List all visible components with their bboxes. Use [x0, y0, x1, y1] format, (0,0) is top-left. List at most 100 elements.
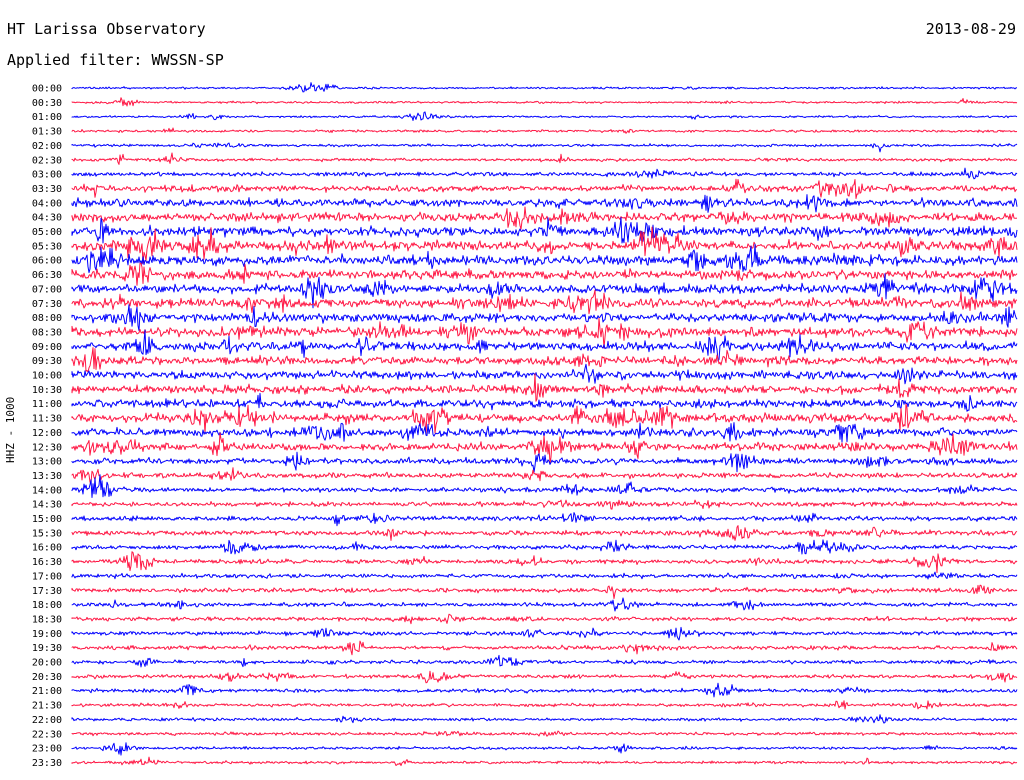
time-label: 03:00 [32, 170, 62, 181]
time-label: 01:00 [32, 112, 62, 123]
trace-row-0900 [71, 329, 1018, 362]
trace-row-0930 [71, 347, 1018, 373]
time-label: 22:00 [32, 715, 62, 726]
trace-row-1400 [71, 474, 1017, 498]
trace-row-1230 [71, 432, 1018, 465]
time-label: 11:00 [32, 399, 62, 410]
filter-label: Applied filter: WWSSN-SP [7, 51, 224, 69]
trace-row-0300 [71, 167, 1018, 180]
trace-row-0430 [71, 206, 1018, 230]
date-label: 2013-08-29 [925, 20, 1016, 38]
time-label: 06:00 [32, 256, 62, 267]
time-label: 19:30 [32, 643, 62, 654]
time-label: 17:30 [32, 586, 62, 597]
time-label: 08:30 [32, 327, 62, 338]
trace-row-1300 [71, 451, 1018, 473]
trace-row-0630 [71, 262, 1018, 286]
time-label: 00:00 [32, 84, 62, 95]
time-label: 07:00 [32, 284, 62, 295]
time-label: 16:30 [32, 557, 62, 568]
time-label: 12:30 [32, 442, 62, 453]
trace-row-2130 [71, 700, 1018, 710]
trace-row-1830 [71, 613, 1018, 625]
time-label: 20:30 [32, 672, 62, 683]
time-label: 13:30 [32, 471, 62, 482]
trace-row-1700 [71, 571, 1018, 580]
time-label: 22:30 [32, 729, 62, 740]
time-label: 18:00 [32, 600, 62, 611]
trace-row-0500 [71, 217, 1018, 244]
time-label: 03:30 [32, 184, 62, 195]
station-title: HT Larissa Observatory [7, 20, 206, 38]
time-label: 18:30 [32, 614, 62, 625]
time-label: 04:00 [32, 198, 62, 209]
time-label: 02:00 [32, 141, 62, 152]
time-labels: 00:00 00:30 01:00 01:30 02:00 02:30 03:00 03:30… [32, 84, 62, 769]
time-label: 04:30 [32, 213, 62, 224]
trace-row-1900 [71, 626, 1018, 641]
time-label: 11:30 [32, 414, 62, 425]
trace-row-1030 [71, 373, 1018, 402]
trace-row-2030 [71, 670, 1018, 684]
time-label: 23:30 [32, 758, 62, 769]
trace-row-1100 [71, 392, 1018, 412]
trace-row-0000 [71, 82, 1018, 93]
trace-row-1500 [71, 512, 1018, 527]
trace-row-2300 [71, 742, 1018, 756]
trace-row-0200 [71, 142, 1018, 153]
trace-row-2000 [71, 654, 1018, 668]
time-label: 16:00 [32, 543, 62, 554]
trace-row-0730 [71, 289, 1018, 315]
time-label: 13:00 [32, 457, 62, 468]
time-label: 02:30 [32, 155, 62, 166]
time-label: 00:30 [32, 98, 62, 109]
time-label: 06:30 [32, 270, 62, 281]
trace-row-1330 [71, 467, 1018, 484]
trace-row-0800 [71, 304, 1018, 331]
time-label: 10:30 [32, 385, 62, 396]
trace-row-0600 [71, 243, 1018, 274]
time-label: 19:00 [32, 629, 62, 640]
trace-row-0030 [71, 97, 1018, 107]
trace-row-1000 [71, 363, 1018, 385]
time-label: 08:00 [32, 313, 62, 324]
trace-row-1800 [71, 597, 1018, 612]
trace-row-1430 [71, 499, 1018, 510]
trace-row-0330 [71, 178, 1018, 199]
time-label: 14:00 [32, 485, 62, 496]
trace-row-0100 [71, 111, 1018, 121]
time-label: 23:00 [32, 744, 62, 755]
time-label: 09:00 [32, 342, 62, 353]
trace-row-1630 [71, 551, 1018, 574]
trace-row-2330 [71, 756, 1018, 767]
trace-row-2230 [71, 730, 1018, 737]
trace-row-0230 [71, 152, 1018, 165]
trace-row-1930 [71, 640, 1018, 656]
trace-row-0400 [71, 194, 1018, 213]
trace-row-1530 [71, 525, 1018, 541]
trace-row-0700 [71, 273, 1018, 309]
trace-row-0130 [71, 127, 1018, 134]
time-label: 15:00 [32, 514, 62, 525]
trace-row-1130 [71, 403, 1018, 435]
trace-row-2200 [71, 714, 1018, 724]
time-label: 10:00 [32, 371, 62, 382]
time-label: 15:30 [32, 528, 62, 539]
time-label: 21:00 [32, 686, 62, 697]
trace-row-0530 [71, 226, 1018, 264]
trace-row-1730 [71, 584, 1018, 599]
time-label: 07:30 [32, 299, 62, 310]
trace-row-0830 [71, 317, 1018, 349]
time-label: 05:00 [32, 227, 62, 238]
time-label: 20:00 [32, 658, 62, 669]
time-label: 01:30 [32, 127, 62, 138]
time-label: 09:30 [32, 356, 62, 367]
traces [71, 82, 1018, 767]
trace-row-1600 [71, 539, 1018, 555]
time-label: 14:30 [32, 500, 62, 511]
time-label: 17:00 [32, 571, 62, 582]
time-label: 05:30 [32, 241, 62, 252]
trace-row-2100 [71, 682, 1018, 698]
time-label: 21:30 [32, 701, 62, 712]
